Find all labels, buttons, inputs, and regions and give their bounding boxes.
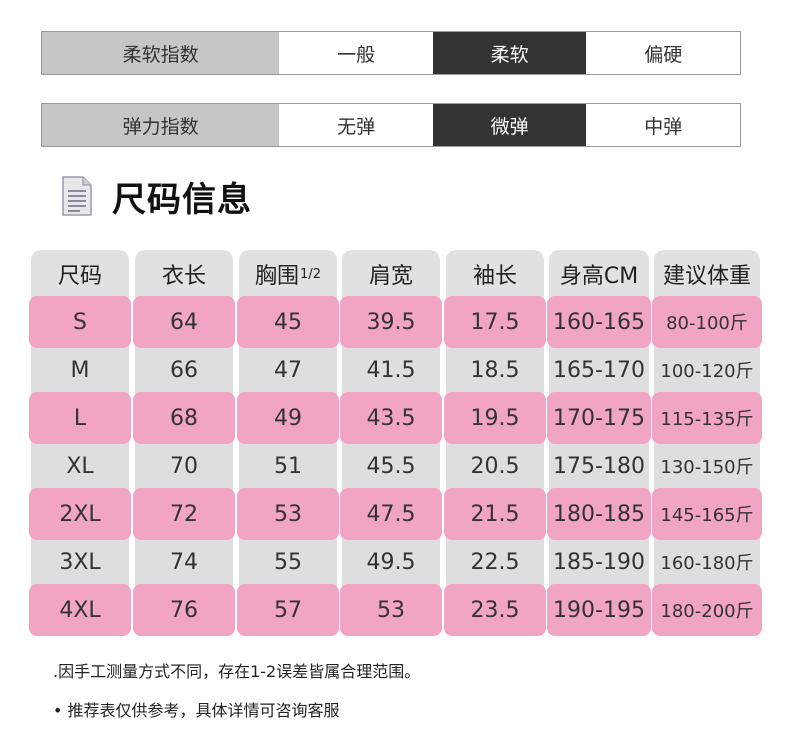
- cell-length: 64: [133, 296, 235, 348]
- cell-sleeve: 19.5: [444, 392, 546, 444]
- cell-chest: 51: [239, 442, 337, 490]
- cell-sleeve: 21.5: [444, 488, 546, 540]
- cell-shoulder: 39.5: [340, 296, 442, 348]
- chest-label: 胸围: [255, 264, 300, 289]
- cell-sleeve: 17.5: [444, 296, 546, 348]
- cell-chest: 53: [237, 488, 339, 540]
- cell-length: 74: [135, 538, 233, 586]
- note-measurement: .因手工测量方式不同，存在1-2误差皆属合理范围。: [53, 662, 421, 681]
- column-length: 衣长 64 66 68 70 72 74 76: [133, 250, 235, 636]
- cell-length: 70: [135, 442, 233, 490]
- cell-weight: 160-180斤: [654, 538, 760, 586]
- cell-shoulder: 47.5: [340, 488, 442, 540]
- cell-sleeve: 20.5: [446, 442, 544, 490]
- column-header-weight: 建议体重: [662, 264, 751, 289]
- column-header-shoulder: 肩宽: [368, 264, 413, 289]
- column-weight: 建议体重 80-100斤 100-120斤 115-135斤 130-150斤 …: [652, 250, 762, 636]
- cell-weight: 130-150斤: [654, 442, 760, 490]
- cell-size: L: [29, 392, 131, 444]
- notes: .因手工测量方式不同，存在1-2误差皆属合理范围。 • 推荐表仅供参考，具体详情…: [53, 658, 420, 736]
- softness-option-normal: 一般: [337, 43, 376, 66]
- cell-length: 68: [133, 392, 235, 444]
- section-header: 尺码信息: [62, 172, 252, 220]
- cell-size: XL: [31, 442, 129, 490]
- cell-height: 185-190: [549, 538, 649, 586]
- column-header-size: 尺码: [57, 264, 102, 289]
- cell-chest: 47: [239, 346, 337, 394]
- cell-size: 3XL: [31, 538, 129, 586]
- column-height: 身高CM 160-165 165-170 170-175 175-180 180…: [547, 250, 651, 636]
- cell-size: S: [29, 296, 131, 348]
- document-icon: [62, 176, 92, 216]
- cell-shoulder: 45.5: [342, 442, 440, 490]
- cell-sleeve: 23.5: [444, 584, 546, 636]
- elasticity-option-none: 无弹: [337, 115, 376, 138]
- cell-weight: 80-100斤: [652, 296, 762, 348]
- chest-fraction: 1/2: [300, 266, 321, 282]
- cell-chest: 45: [237, 296, 339, 348]
- column-header-length: 衣长: [161, 264, 206, 289]
- cell-size: 4XL: [29, 584, 131, 636]
- elasticity-option-medium: 中弹: [644, 115, 683, 138]
- column-size: 尺码 S M L XL 2XL 3XL 4XL: [29, 250, 131, 636]
- cell-height: 160-165: [547, 296, 651, 348]
- column-header-height: 身高CM: [559, 264, 639, 289]
- elasticity-option-slight: 微弹: [432, 104, 587, 146]
- cell-shoulder: 43.5: [340, 392, 442, 444]
- note-reference: • 推荐表仅供参考，具体详情可咨询客服: [53, 701, 340, 720]
- softness-option-soft: 柔软: [432, 32, 587, 74]
- cell-sleeve: 22.5: [446, 538, 544, 586]
- softness-index-row: 柔软指数 一般 柔软 偏硬: [41, 31, 741, 75]
- cell-length: 76: [133, 584, 235, 636]
- cell-chest: 57: [237, 584, 339, 636]
- cell-height: 165-170: [549, 346, 649, 394]
- column-sleeve: 袖长 17.5 18.5 19.5 20.5 21.5 22.5 23.5: [444, 250, 546, 636]
- cell-weight: 115-135斤: [652, 392, 762, 444]
- cell-size: M: [31, 346, 129, 394]
- cell-length: 66: [135, 346, 233, 394]
- softness-option-hard: 偏硬: [644, 43, 683, 66]
- cell-weight: 100-120斤: [654, 346, 760, 394]
- cell-size: 2XL: [29, 488, 131, 540]
- column-header-sleeve: 袖长: [472, 264, 517, 289]
- cell-weight: 145-165斤: [652, 488, 762, 540]
- cell-height: 190-195: [547, 584, 651, 636]
- cell-height: 170-175: [547, 392, 651, 444]
- cell-length: 72: [133, 488, 235, 540]
- cell-shoulder: 53: [340, 584, 442, 636]
- cell-chest: 49: [237, 392, 339, 444]
- column-header-chest: 胸围 1/2: [239, 250, 337, 298]
- elasticity-index-row: 弹力指数 无弹 微弹 中弹: [41, 103, 741, 147]
- elasticity-index-label: 弹力指数: [42, 104, 280, 146]
- section-title: 尺码信息: [112, 179, 252, 220]
- cell-height: 180-185: [547, 488, 651, 540]
- cell-height: 175-180: [549, 442, 649, 490]
- cell-sleeve: 18.5: [446, 346, 544, 394]
- column-shoulder: 肩宽 39.5 41.5 43.5 45.5 47.5 49.5 53: [340, 250, 442, 636]
- cell-chest: 55: [239, 538, 337, 586]
- softness-index-label: 柔软指数: [42, 32, 280, 74]
- cell-shoulder: 49.5: [342, 538, 440, 586]
- cell-weight: 180-200斤: [652, 584, 762, 636]
- column-chest: 胸围 1/2 45 47 49 51 53 55 57: [237, 250, 339, 636]
- cell-shoulder: 41.5: [342, 346, 440, 394]
